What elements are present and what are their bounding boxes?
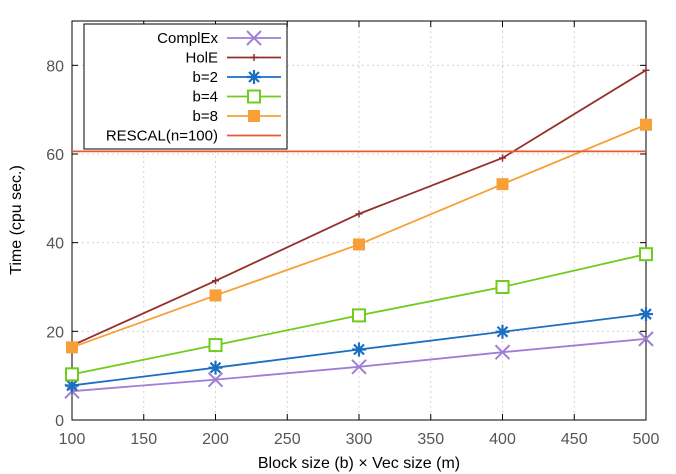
legend-item: ComplEx	[157, 30, 281, 47]
y-axis-title: Time (cpu sec.)	[8, 165, 25, 275]
data-point	[495, 280, 510, 294]
x-tick-label: 150	[130, 431, 157, 448]
series-b-8	[66, 118, 652, 354]
legend-swatch-marker	[248, 110, 260, 122]
data-point	[65, 378, 79, 393]
data-point	[212, 277, 219, 285]
legend-label: RESCAL(n=100)	[106, 128, 218, 145]
y-tick-label: 20	[46, 324, 64, 341]
data-point	[494, 344, 511, 360]
data-point	[495, 324, 510, 339]
series-b-4	[65, 247, 653, 382]
x-tick-label: 250	[274, 431, 301, 448]
x-axis-title: Block size (b) × Vec size (m)	[258, 455, 460, 472]
x-tick-label: 100	[59, 431, 86, 448]
x-tick-label: 400	[489, 431, 516, 448]
x-tick-label: 300	[346, 431, 373, 448]
axis-ticks: 100 150 200 250 300 350 400 450 500 0 20 40 60 80	[46, 21, 659, 448]
y-tick-label: 40	[46, 236, 64, 253]
data-point	[65, 367, 79, 382]
data-point	[638, 331, 654, 347]
x-tick-label: 350	[417, 431, 444, 448]
legend-box	[83, 23, 288, 150]
data-point	[352, 342, 366, 357]
y-tick-label: 60	[46, 147, 64, 164]
legend-swatch-marker	[247, 70, 261, 84]
legend-swatch-marker	[247, 89, 261, 104]
series-complex	[64, 331, 654, 399]
data-point	[66, 341, 78, 354]
series-layer	[64, 66, 654, 399]
y-tick-label: 80	[46, 58, 64, 75]
series-b-2	[65, 307, 653, 393]
data-point	[642, 66, 650, 74]
legend-swatch-marker	[250, 54, 258, 61]
legend-item: RESCAL(n=100)	[106, 128, 281, 145]
legend-item: HolE	[185, 50, 281, 67]
legend-label: b=2	[193, 69, 218, 86]
x-tick-label: 200	[202, 431, 229, 448]
legend-label: ComplEx	[157, 30, 218, 47]
x-tick-label: 500	[633, 431, 660, 448]
legend-item: b=2	[193, 69, 281, 86]
x-tick-label: 450	[561, 431, 588, 448]
data-point	[496, 178, 509, 191]
data-point	[640, 118, 652, 131]
data-point	[355, 210, 363, 218]
data-point	[352, 308, 366, 323]
data-point	[208, 338, 223, 353]
legend: ComplEx HolE b=2 b=4 b=8 RESCAL(n=100)	[83, 23, 288, 150]
legend-item: b=4	[193, 89, 281, 106]
data-point	[351, 359, 367, 375]
data-point	[639, 307, 653, 322]
legend-label: HolE	[185, 50, 218, 67]
data-point	[499, 154, 506, 162]
legend-item: b=8	[193, 108, 281, 125]
data-point	[639, 247, 653, 262]
y-tick-label: 0	[55, 413, 64, 430]
data-point	[207, 371, 224, 388]
legend-label: b=4	[193, 89, 218, 106]
data-point	[209, 289, 222, 302]
data-point	[353, 238, 365, 251]
legend-swatch-marker	[246, 30, 262, 46]
data-point	[208, 360, 223, 375]
legend-label: b=8	[193, 108, 218, 125]
